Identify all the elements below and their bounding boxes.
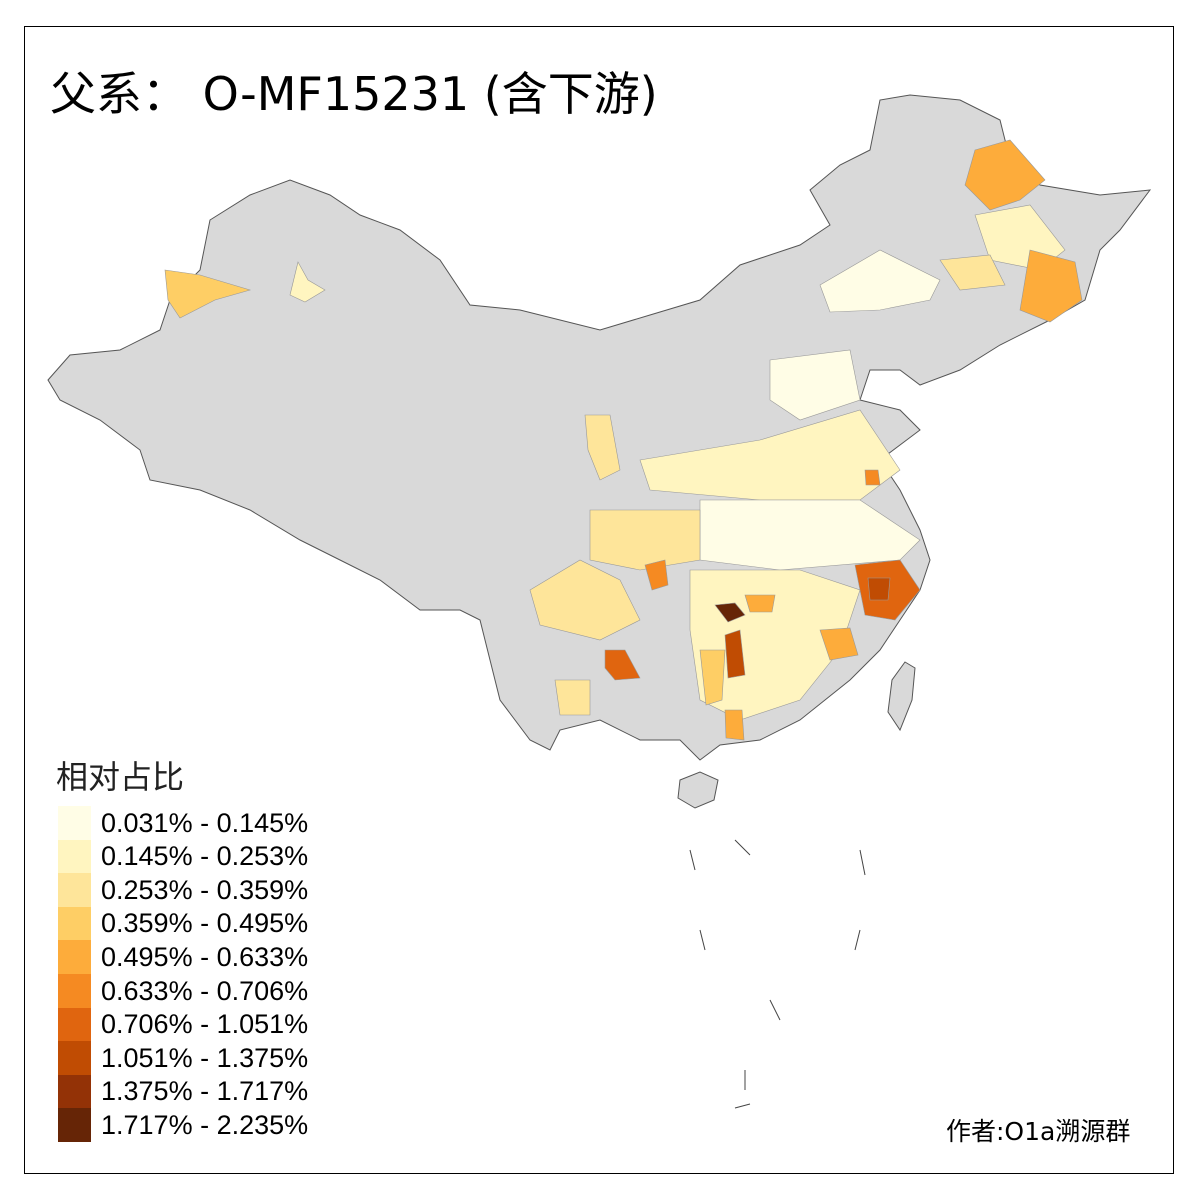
region xyxy=(964,139,1046,211)
region xyxy=(164,269,252,319)
legend-item: 0.706% - 1.051% xyxy=(58,1007,309,1042)
legend-label: 0.145% - 0.253% xyxy=(101,841,309,872)
legend-label: 0.633% - 0.706% xyxy=(101,975,309,1006)
legend-swatch xyxy=(58,1108,91,1143)
region xyxy=(1019,249,1083,323)
region xyxy=(769,349,861,421)
region xyxy=(699,649,726,706)
legend-title: 相对占比 xyxy=(56,758,185,796)
legend-swatch xyxy=(58,839,91,874)
author-credit: 作者:O1a溯源群 xyxy=(946,1117,1131,1146)
region xyxy=(604,649,641,681)
region xyxy=(589,509,701,571)
legend-item: 0.145% - 0.253% xyxy=(58,839,309,874)
legend-item: 1.051% - 1.375% xyxy=(58,1041,309,1076)
legend-swatch xyxy=(58,1074,91,1109)
legend-item: 1.375% - 1.717% xyxy=(58,1074,309,1109)
figure-border xyxy=(24,26,1174,1174)
region xyxy=(724,629,746,679)
legend-label: 0.495% - 0.633% xyxy=(101,941,309,972)
south-china-sea-islands xyxy=(689,839,866,1109)
legend-swatch xyxy=(58,974,91,1008)
map-title: 父系： O-MF15231 (含下游) xyxy=(50,67,658,121)
legend-swatch xyxy=(58,806,91,840)
legend-label: 1.375% - 1.717% xyxy=(101,1076,309,1107)
region xyxy=(819,249,941,313)
region xyxy=(554,679,591,716)
hainan-island xyxy=(677,771,719,809)
legend-item: 0.031% - 0.145% xyxy=(58,806,308,840)
legend-item: 0.253% - 0.359% xyxy=(58,873,309,908)
region xyxy=(819,627,859,661)
legend-swatch xyxy=(58,906,91,941)
region xyxy=(864,469,881,486)
taiwan-island xyxy=(887,661,916,732)
region xyxy=(714,602,746,623)
legend-item: 1.717% - 2.235% xyxy=(58,1108,309,1143)
legend-label: 1.051% - 1.375% xyxy=(101,1042,309,1073)
region xyxy=(744,594,776,613)
legend-label: 0.359% - 0.495% xyxy=(101,908,309,939)
region xyxy=(644,559,669,591)
legend-label: 0.706% - 1.051% xyxy=(101,1009,309,1040)
legend-label: 1.717% - 2.235% xyxy=(101,1109,309,1140)
region xyxy=(289,261,326,303)
legend-label: 0.253% - 0.359% xyxy=(101,874,309,905)
legend-item: 0.359% - 0.495% xyxy=(58,906,309,941)
legend-swatch xyxy=(58,940,91,975)
legend-swatch xyxy=(58,873,91,908)
legend-item: 0.495% - 0.633% xyxy=(58,940,309,975)
legend-item: 0.633% - 0.706% xyxy=(58,974,308,1008)
legend-swatch xyxy=(58,1041,91,1076)
legend-swatch xyxy=(58,1007,91,1042)
region xyxy=(584,414,621,481)
region xyxy=(867,577,891,601)
region xyxy=(724,709,745,741)
region xyxy=(529,559,641,641)
legend-label: 0.031% - 0.145% xyxy=(101,807,309,838)
region xyxy=(939,254,1006,291)
